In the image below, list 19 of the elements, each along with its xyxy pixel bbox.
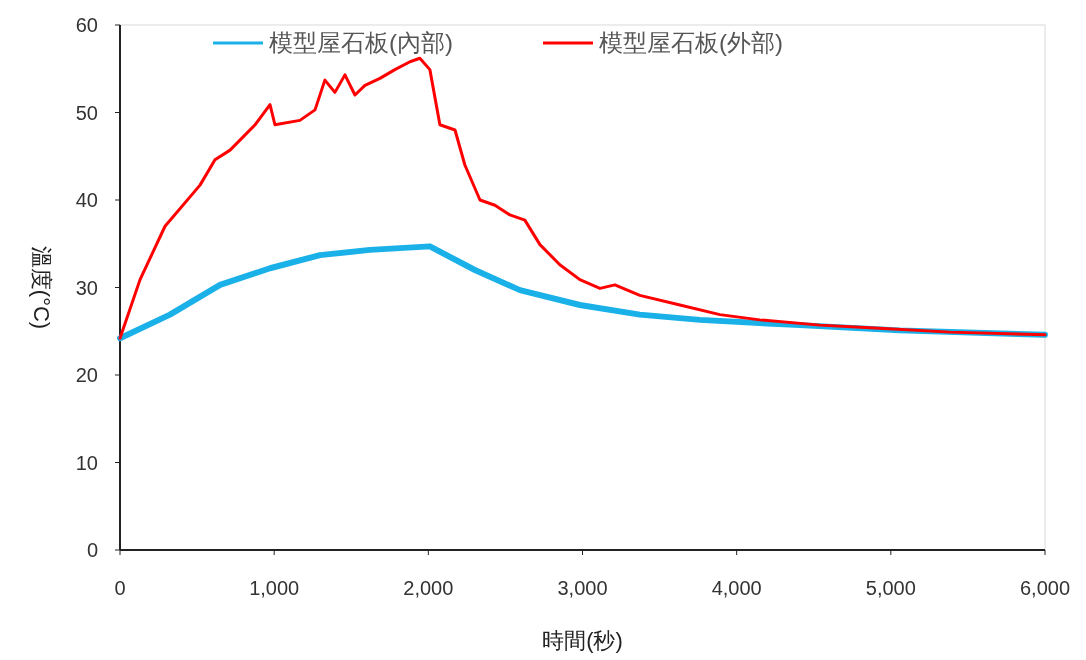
y-tick-label: 50 [75, 101, 98, 124]
x-axis-title: 時間(秒) [542, 628, 623, 653]
legend-label: 模型屋石板(外部) [599, 29, 783, 57]
y-tick-label: 30 [75, 276, 98, 299]
x-tick-label: 2,000 [403, 577, 454, 599]
x-tick-label: 3,000 [557, 577, 608, 599]
x-tick-label: 0 [114, 577, 126, 599]
x-tick-label: 6,000 [1019, 577, 1071, 599]
x-tick-label: 5,000 [865, 577, 916, 599]
x-tick-label: 1,000 [249, 577, 300, 599]
y-tick-label: 20 [75, 364, 98, 386]
line-series [118, 56, 1047, 340]
y-axis-title: 溫度(°C) [29, 245, 54, 330]
x-tick-label: 4,000 [711, 577, 762, 599]
y-tick-label: 40 [75, 189, 98, 211]
y-tick-label: 10 [75, 451, 98, 474]
legend-label: 模型屋石板(內部) [269, 29, 453, 57]
y-tick-label: 0 [86, 539, 98, 561]
y-tick-label: 60 [75, 14, 98, 36]
